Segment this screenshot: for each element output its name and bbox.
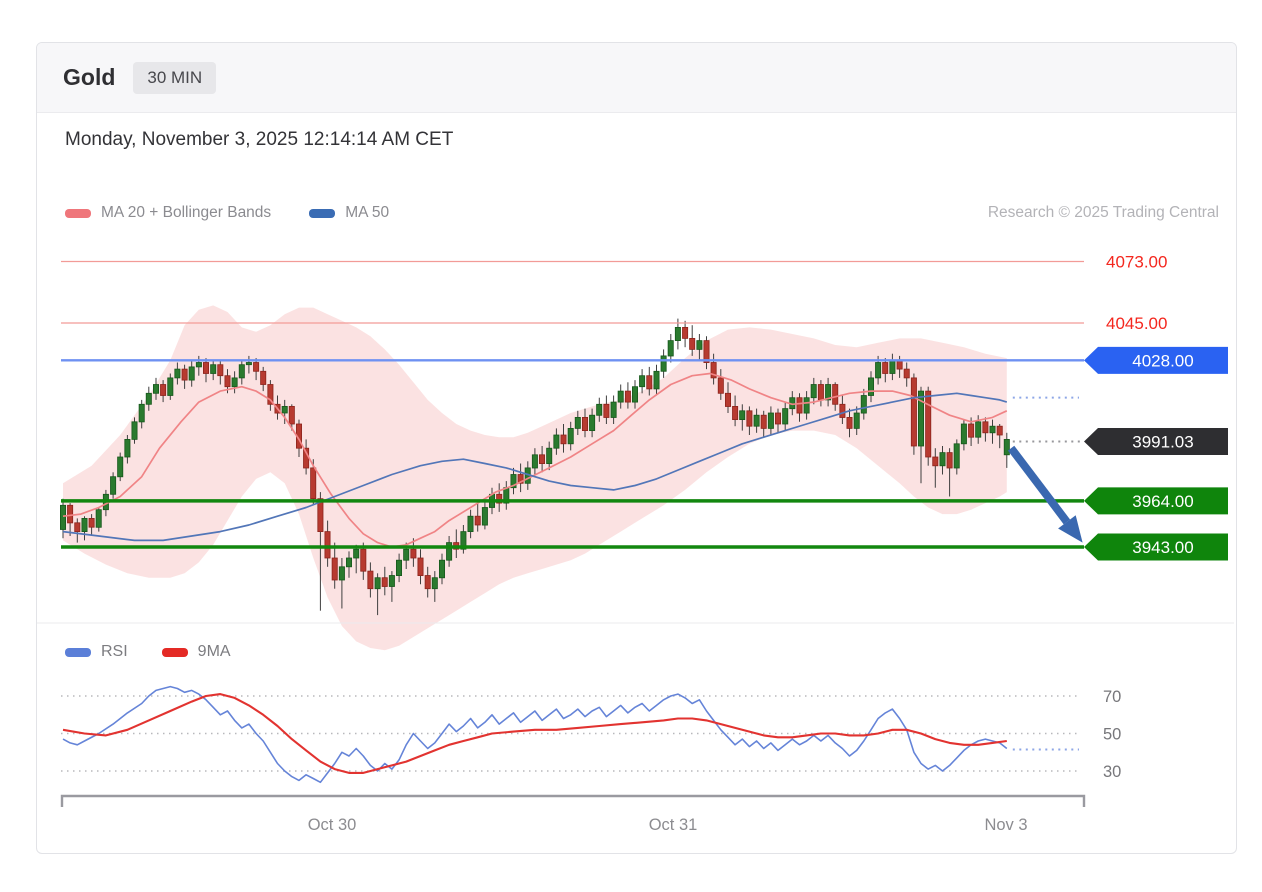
x-axis-label: Nov 3: [984, 816, 1027, 834]
rsi-grid-label: 70: [1103, 688, 1121, 706]
chart-header: Gold 30 MIN: [37, 43, 1236, 113]
price-level-3964-00: 3964.00: [61, 487, 1228, 515]
rsi-ma-line: [62, 693, 1007, 774]
main-legend-swatch-icon: [65, 208, 91, 218]
price-badge: [1084, 346, 1228, 374]
rsi-line: [62, 685, 1008, 784]
rsi-legend-swatch-icon: [65, 647, 91, 657]
rsi-legend-label: RSI: [101, 643, 128, 660]
price-badge-label: 3943.00: [1132, 538, 1193, 557]
price-badge: [1084, 533, 1228, 561]
instrument-title: Gold: [63, 64, 116, 90]
x-axis-label: Oct 31: [649, 816, 698, 834]
rsi-gridlines: 70 50 30: [61, 688, 1121, 781]
price-badge: [1084, 428, 1228, 456]
ma20-line: [62, 372, 1008, 548]
price-badge-label: 4028.00: [1132, 351, 1193, 370]
price-level-4045-00: 4045.00: [61, 314, 1167, 333]
rsi-grid-label: 30: [1103, 763, 1121, 781]
price-level-4028-00: 4028.00: [61, 346, 1228, 374]
candles-group: [59, 318, 1010, 616]
interval-badge[interactable]: 30 MIN: [133, 61, 217, 94]
x-axis-bracket: [60, 794, 1086, 807]
price-label: 4073.00: [1106, 253, 1167, 272]
main-legend-swatch-icon: [309, 208, 336, 218]
bollinger-band-area: [63, 305, 1007, 651]
chart-svg: 4073.00 4045.00 4028.00 3991.03 3964.00 3943.…: [37, 253, 1234, 834]
timestamp: Monday, November 3, 2025 12:14:14 AM CET: [65, 129, 454, 150]
price-level-3943-00: 3943.00: [61, 533, 1228, 561]
rsi-legend-label: 9MA: [197, 643, 231, 660]
rsi-legend-swatch-icon: [161, 647, 188, 657]
chart-canvas: 4073.00 4045.00 4028.00 3991.03 3964.00 3943.…: [37, 43, 1234, 851]
main-legend-item-0: MA 20 + Bollinger Bands: [65, 204, 271, 222]
price-label: 4045.00: [1106, 314, 1167, 333]
rsi-legend: RSI 9MA: [65, 643, 231, 661]
price-badge-label: 3991.03: [1132, 433, 1193, 452]
bearish-trend-arrow: [1007, 445, 1083, 543]
ma50-line: [62, 392, 1008, 542]
main-legend-row: MA 20 + Bollinger Bands MA 50 Research © …: [65, 203, 1219, 223]
price-badge: [1084, 487, 1228, 515]
price-badge-label: 3964.00: [1132, 492, 1193, 511]
price-level-4073-00: 4073.00: [61, 253, 1167, 272]
price-level-3991-03: 3991.03: [1012, 428, 1228, 456]
rsi-legend-item-0: RSI: [65, 643, 128, 661]
x-axis: Oct 30 Oct 31 Nov 3: [60, 794, 1086, 834]
chart-card: 4073.00 4045.00 4028.00 3991.03 3964.00 3943.…: [36, 42, 1237, 854]
x-axis-label: Oct 30: [308, 816, 357, 834]
rsi-legend-item-1: 9MA: [161, 643, 231, 661]
main-legend-label: MA 50: [345, 204, 390, 221]
main-legend-item-1: MA 50: [309, 204, 389, 222]
rsi-grid-label: 50: [1103, 726, 1121, 744]
main-legend-label: MA 20 + Bollinger Bands: [101, 204, 272, 221]
research-credit: Research © 2025 Trading Central: [987, 204, 1219, 221]
main-legend: MA 20 + Bollinger Bands MA 50: [65, 204, 389, 222]
